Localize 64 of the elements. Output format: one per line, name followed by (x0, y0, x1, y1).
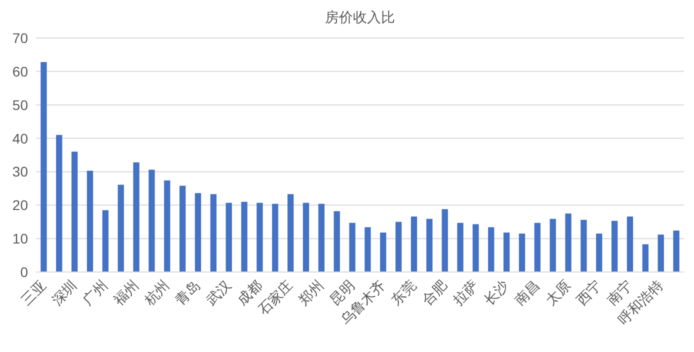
bar (364, 227, 371, 272)
x-tick-label: 福州 (110, 276, 142, 308)
bar (71, 152, 78, 272)
bar (642, 244, 649, 272)
x-tick-label: 东莞 (388, 276, 420, 308)
chart-title: 房价收入比 (325, 9, 395, 25)
bar (550, 218, 556, 272)
bar (565, 214, 572, 272)
y-tick-label: 70 (12, 30, 28, 46)
bar (457, 222, 464, 272)
bar (241, 202, 248, 272)
y-tick-label: 30 (12, 164, 28, 180)
x-tick-label: 深圳 (48, 276, 80, 308)
bar (194, 193, 202, 272)
x-tick-label: 南昌 (511, 276, 543, 308)
bar (302, 202, 310, 272)
bar (426, 218, 433, 272)
x-tick-label: 武汉 (202, 276, 234, 308)
bar (410, 216, 418, 272)
x-tick-label: 青岛 (172, 276, 204, 308)
x-tick-label: 合肥 (418, 276, 450, 308)
bar (256, 202, 263, 272)
x-tick-label: 广州 (79, 276, 111, 308)
bar (596, 234, 602, 272)
bar (472, 224, 479, 272)
bar (395, 222, 402, 272)
x-tick-label: 太原 (542, 276, 574, 308)
bar (318, 204, 325, 272)
y-tick-label: 60 (12, 63, 28, 80)
bar (287, 194, 294, 272)
y-tick-label: 10 (12, 230, 28, 247)
bar (56, 134, 62, 272)
x-tick-label: 西宁 (573, 276, 604, 308)
bar (349, 222, 356, 272)
bar (272, 204, 278, 272)
bar (673, 230, 680, 272)
bar (503, 232, 510, 272)
y-tick-label: 50 (12, 96, 28, 113)
bar (179, 186, 186, 272)
bar (102, 210, 109, 272)
bar (580, 220, 587, 272)
x-tick-label: 杭州 (140, 276, 172, 309)
bar (40, 62, 47, 272)
bar (148, 170, 155, 272)
bar (611, 220, 618, 272)
bar (86, 170, 94, 272)
bar (164, 180, 170, 272)
bar (118, 184, 124, 272)
x-tick-label: 拉萨 (450, 276, 481, 308)
bar (226, 202, 232, 272)
bar (626, 216, 634, 272)
bar (518, 234, 526, 272)
y-tick-label: 20 (12, 197, 28, 214)
bar (334, 211, 340, 272)
x-tick-label: 长沙 (480, 276, 512, 308)
bar (210, 194, 217, 272)
bar (488, 227, 494, 272)
bar (658, 234, 664, 272)
x-tick-label: 郑州 (295, 276, 327, 308)
bar (534, 222, 541, 272)
y-tick-label: 40 (12, 130, 28, 146)
bar (380, 232, 386, 272)
bar (442, 209, 448, 272)
bar (133, 162, 140, 272)
